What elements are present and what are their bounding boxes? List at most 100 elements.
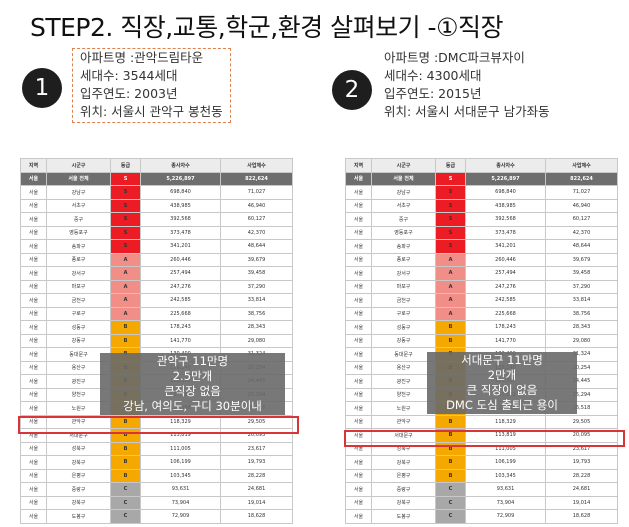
table-row: 서울 중랑구 C 93,631 24,681 — [345, 482, 618, 497]
table-cell: 서울 — [345, 185, 372, 200]
grade-cell: B — [435, 414, 466, 429]
table-cell: 29,505 — [220, 414, 293, 429]
table-cell: 서울 — [20, 306, 47, 321]
table-cell: 서울 — [345, 252, 372, 267]
table-cell: 성동구 — [46, 320, 111, 335]
table-cell: 동대문구 — [46, 347, 111, 362]
grade-cell: C — [435, 482, 466, 497]
column-header: 지역 — [20, 158, 47, 173]
table-cell: 서울 — [345, 198, 372, 213]
table-cell: 19,793 — [545, 455, 618, 470]
table-row: 서울 성동구 B 178,243 28,343 — [20, 320, 293, 335]
table-cell: 71,027 — [220, 185, 293, 200]
grade-cell: C — [435, 495, 466, 510]
table-cell: 106,199 — [140, 455, 221, 470]
table-cell: 225,668 — [465, 306, 546, 321]
overlay-line: 큰직장 없음 — [164, 384, 221, 398]
column-header: 등급 — [435, 158, 466, 173]
table-cell: 서울 — [20, 455, 47, 470]
summary-overlay-1: 관악구 11만명 2.5만개 큰직장 없음 강남, 여의도, 구디 30분이내 — [100, 353, 285, 415]
table-cell: 서울 — [20, 266, 47, 281]
table-row: 서울 구로구 A 225,668 38,756 — [345, 306, 618, 321]
table-cell: 서울 — [20, 239, 47, 254]
table-row: 서울 은평구 B 103,345 28,228 — [20, 468, 293, 483]
column-header: 사업체수 — [545, 158, 618, 173]
table-cell: 서울 — [345, 509, 372, 524]
column-header: 지역 — [345, 158, 372, 173]
number-badge-2: 2 — [332, 70, 372, 110]
grade-cell: B — [435, 333, 466, 348]
table-row: 서울 송파구 S 341,201 48,644 — [345, 239, 618, 254]
table-cell: 중랑구 — [46, 482, 111, 497]
table-row: 서울 강서구 A 257,494 39,458 — [345, 266, 618, 281]
grade-cell: B — [435, 455, 466, 470]
table-cell: 송파구 — [371, 239, 436, 254]
table-row: 서울 관악구 B 118,329 29,505 — [20, 414, 293, 429]
table-row: 서울 서대문구 B 113,819 20,095 — [20, 428, 293, 443]
table-cell: 서울 — [345, 333, 372, 348]
table-cell: 23,617 — [220, 441, 293, 456]
table-cell: 29,505 — [545, 414, 618, 429]
column-header: 종사자수 — [465, 158, 546, 173]
table-cell: 서울 — [20, 293, 47, 308]
table-cell: 서울 — [20, 225, 47, 240]
table-cell: 18,628 — [220, 509, 293, 524]
table-cell: 서울 — [20, 482, 47, 497]
table-row: 서울 강동구 B 141,770 29,080 — [20, 333, 293, 348]
info-line: 입주연도: 2015년 — [384, 86, 482, 101]
table-cell: 서울 — [20, 212, 47, 227]
table-row: 서울 마포구 A 247,276 37,290 — [20, 279, 293, 294]
table-cell: 중구 — [371, 212, 436, 227]
table-cell: 392,568 — [140, 212, 221, 227]
table-cell: 서울 — [345, 455, 372, 470]
employment-table-2: 지역 시군구 등급 종사자수 사업체수 서울 서울 전체 S 5,226,897 822,624 서… — [345, 158, 618, 524]
table-row: 서울 도봉구 C 72,909 18,628 — [345, 509, 618, 524]
table-cell: 111,005 — [140, 441, 221, 456]
grade-cell: B — [435, 468, 466, 483]
table-cell: 서울 — [20, 495, 47, 510]
slide-title: STEP2. 직장,교통,학군,환경 살펴보기 -①직장 — [30, 13, 503, 42]
table-cell: 강북구 — [46, 495, 111, 510]
table-cell: 247,276 — [465, 279, 546, 294]
table-cell: 서울 — [20, 333, 47, 348]
table-cell: 247,276 — [140, 279, 221, 294]
table-cell: 33,814 — [220, 293, 293, 308]
info-line: 위치: 서울시 관악구 봉천동 — [80, 104, 223, 119]
table-cell: 강남구 — [371, 185, 436, 200]
table-cell: 용산구 — [46, 360, 111, 375]
grade-cell: B — [110, 333, 141, 348]
table-cell: 서울 — [20, 198, 47, 213]
table-cell: 72,909 — [140, 509, 221, 524]
column-header: 사업체수 — [220, 158, 293, 173]
table-cell: 서울 — [20, 509, 47, 524]
table-cell: 38,756 — [220, 306, 293, 321]
table-cell: 마포구 — [46, 279, 111, 294]
table-cell: 93,631 — [140, 482, 221, 497]
table-cell: 서울 — [345, 401, 372, 416]
grade-cell: S — [110, 212, 141, 227]
table-row: 서울 강북구 B 106,199 19,793 — [20, 455, 293, 470]
grade-cell: B — [110, 428, 141, 443]
grade-cell: S — [435, 171, 466, 186]
table-cell: 강남구 — [46, 185, 111, 200]
table-row: 서울 영등포구 S 373,478 42,370 — [20, 225, 293, 240]
column-header: 등급 — [110, 158, 141, 173]
table-cell: 38,756 — [545, 306, 618, 321]
table-cell: 698,840 — [140, 185, 221, 200]
table-row: 서울 서울 전체 S 5,226,897 822,624 — [345, 171, 618, 186]
overlay-line: 관악구 11만명 — [156, 354, 229, 368]
table-header-row: 지역 시군구 등급 종사자수 사업체수 — [20, 158, 293, 173]
table-cell: 금천구 — [371, 293, 436, 308]
table-cell: 성북구 — [46, 441, 111, 456]
table-cell: 106,199 — [465, 455, 546, 470]
table-cell: 도봉구 — [371, 509, 436, 524]
table-cell: 서울 — [345, 320, 372, 335]
table-cell: 42,370 — [220, 225, 293, 240]
table-cell: 동대문구 — [371, 347, 436, 362]
highlight-gwanak-row — [18, 416, 299, 434]
table-cell: 서울 — [20, 171, 47, 186]
table-cell: 노원구 — [371, 401, 436, 416]
table-cell: 141,770 — [465, 333, 546, 348]
table-cell: 373,478 — [140, 225, 221, 240]
grade-cell: S — [435, 212, 466, 227]
